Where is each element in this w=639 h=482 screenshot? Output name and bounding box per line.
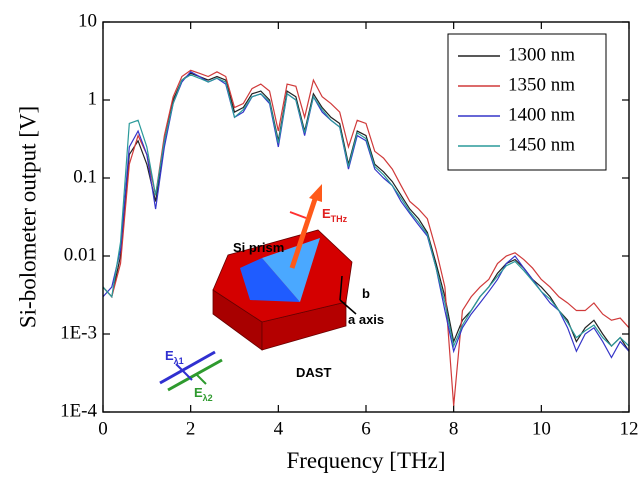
legend-label: 1350 nm xyxy=(508,74,575,95)
x-tick-label: 6 xyxy=(361,418,371,439)
legend-label: 1450 nm xyxy=(508,134,575,155)
annotation: ETHz xyxy=(322,206,348,224)
axis-a xyxy=(339,299,357,315)
prism-face xyxy=(240,258,300,302)
polarization xyxy=(195,373,207,385)
plot-area: 1E-4 1E-3 0.01 0.1 1 10 0 2 4 6 8 10 12 1300 nm 1350 n… xyxy=(60,10,638,439)
series-line xyxy=(102,74,630,349)
thz-beam xyxy=(289,195,319,269)
y-tick-label: 1E-4 xyxy=(60,400,97,421)
annotation: E xyxy=(194,385,203,400)
y-axis-title: Si-bolometer output [V] xyxy=(15,106,40,328)
axis-b xyxy=(339,275,343,301)
annotation: Si prism xyxy=(233,240,284,255)
y-tick-label: 1E-3 xyxy=(60,322,97,343)
annotation-sub: λ1 xyxy=(174,356,184,366)
annotation: Eλ1 xyxy=(165,348,184,366)
polarization xyxy=(289,211,307,219)
legend-label: 1400 nm xyxy=(508,104,575,125)
annotation: a axis xyxy=(348,312,384,327)
x-axis-title: Frequency [THz] xyxy=(286,448,445,473)
pump-beam xyxy=(159,350,216,385)
annotation-sub: THz xyxy=(331,214,348,224)
annotation: Eλ2 xyxy=(194,385,213,403)
annotation: E xyxy=(165,348,174,363)
legend-label: 1300 nm xyxy=(508,44,575,65)
y-tick-label: 1 xyxy=(88,88,98,109)
y-tick-label: 10 xyxy=(78,10,97,31)
plot-frame xyxy=(102,21,630,413)
x-tick-label: 2 xyxy=(186,418,196,439)
annotation-sub: λ2 xyxy=(203,393,213,403)
annotation: DAST xyxy=(296,365,331,380)
x-tick-label: 12 xyxy=(620,418,639,439)
x-tick-label: 4 xyxy=(274,418,284,439)
inset-diagram: Si prism ETHz b a axis DAST Eλ1 Eλ2 xyxy=(159,184,384,403)
x-tick-label: 8 xyxy=(449,418,459,439)
x-tick-label: 10 xyxy=(532,418,551,439)
annotation: E xyxy=(322,206,331,221)
y-tick-label: 0.01 xyxy=(64,244,97,265)
x-tick-label: 0 xyxy=(98,418,108,439)
y-tick-label: 0.1 xyxy=(73,166,97,187)
series-line xyxy=(102,69,630,406)
annotation: b xyxy=(362,286,370,301)
series-line xyxy=(102,72,630,352)
arrow-head xyxy=(309,184,322,202)
polarization xyxy=(175,363,193,381)
prism-face xyxy=(262,238,320,302)
pump-beam xyxy=(167,358,223,392)
